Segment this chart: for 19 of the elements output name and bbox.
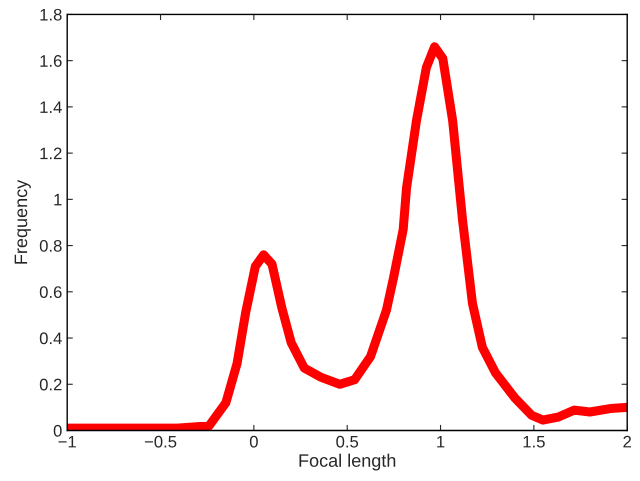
y-tick-label: 1.8: [40, 8, 62, 21]
x-tick-label: −0.5: [144, 436, 176, 448]
y-tick-label: 1.2: [40, 148, 62, 160]
y-tick-label: 0.8: [40, 240, 62, 252]
x-tick-label: 2: [623, 436, 631, 448]
x-axis-title: Focal length: [300, 454, 396, 470]
y-tick-label: 1: [54, 194, 62, 206]
x-tick-label: 1: [437, 436, 444, 448]
y-tick-label: 0.2: [40, 378, 62, 390]
x-tick-label: 0.5: [336, 436, 358, 448]
x-tick-label: −1: [58, 436, 76, 448]
y-axis-title: Frequency: [14, 180, 31, 264]
y-tick-label: 1.6: [40, 55, 62, 67]
y-tick-label: 0: [54, 424, 62, 437]
y-tick-label: 0.4: [40, 332, 62, 344]
x-tick-label: 0: [250, 436, 258, 448]
y-tick-label: 0.6: [40, 286, 62, 298]
x-tick-label: 1.5: [524, 436, 545, 448]
y-tick-label: 1.4: [40, 101, 62, 113]
